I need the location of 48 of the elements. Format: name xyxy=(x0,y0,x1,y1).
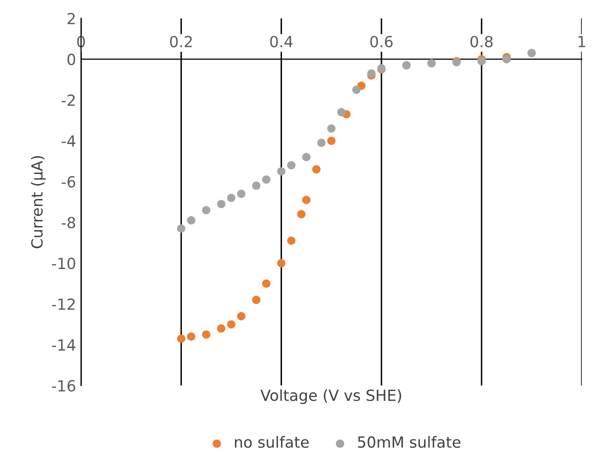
point xyxy=(327,124,336,133)
point xyxy=(217,200,226,208)
point xyxy=(262,279,270,288)
x-tick-label: 0.8 xyxy=(470,36,493,48)
y-tick-label: -4 xyxy=(62,135,76,147)
point xyxy=(187,216,196,224)
x-tick-label: 0.6 xyxy=(370,36,393,48)
point xyxy=(227,320,236,329)
point xyxy=(187,332,196,341)
y-tick-label: 0 xyxy=(67,54,76,66)
point xyxy=(227,194,236,202)
point xyxy=(337,108,346,116)
y-tick-label: -14 xyxy=(52,339,76,351)
point xyxy=(237,312,246,320)
point xyxy=(297,210,306,218)
point xyxy=(262,175,270,184)
point xyxy=(302,196,311,204)
point xyxy=(277,167,286,176)
point xyxy=(287,161,296,170)
point xyxy=(277,258,286,268)
y-axis-title: Current (µA) xyxy=(30,156,46,248)
point xyxy=(202,206,210,214)
point xyxy=(317,138,326,147)
point xyxy=(327,136,336,145)
y-tick-label: -6 xyxy=(62,176,76,188)
point xyxy=(237,190,246,198)
y-tick-label: -8 xyxy=(62,216,76,228)
point xyxy=(177,224,186,233)
x-axis-title: Voltage (V vs SHE) xyxy=(260,389,402,404)
y-tick-label: -12 xyxy=(52,298,75,310)
x-tick-label: 0.4 xyxy=(270,36,293,48)
y-tick-label: -2 xyxy=(62,94,75,106)
y-tick-label: -16 xyxy=(52,380,76,392)
point xyxy=(287,236,296,245)
point xyxy=(352,86,361,94)
point xyxy=(302,152,311,162)
point xyxy=(312,165,321,174)
y-tick-label: 2 xyxy=(68,12,75,24)
legend-label: no sulfate xyxy=(234,436,309,448)
x-tick-label: 0.2 xyxy=(170,36,192,48)
point xyxy=(202,330,210,339)
point xyxy=(252,296,260,304)
legend-label: 50mM sulfate xyxy=(358,436,460,448)
point xyxy=(217,324,226,333)
point xyxy=(177,334,186,343)
y-tick-label: -10 xyxy=(52,258,76,270)
x-tick-label: 1 xyxy=(578,36,586,48)
point xyxy=(252,181,260,190)
